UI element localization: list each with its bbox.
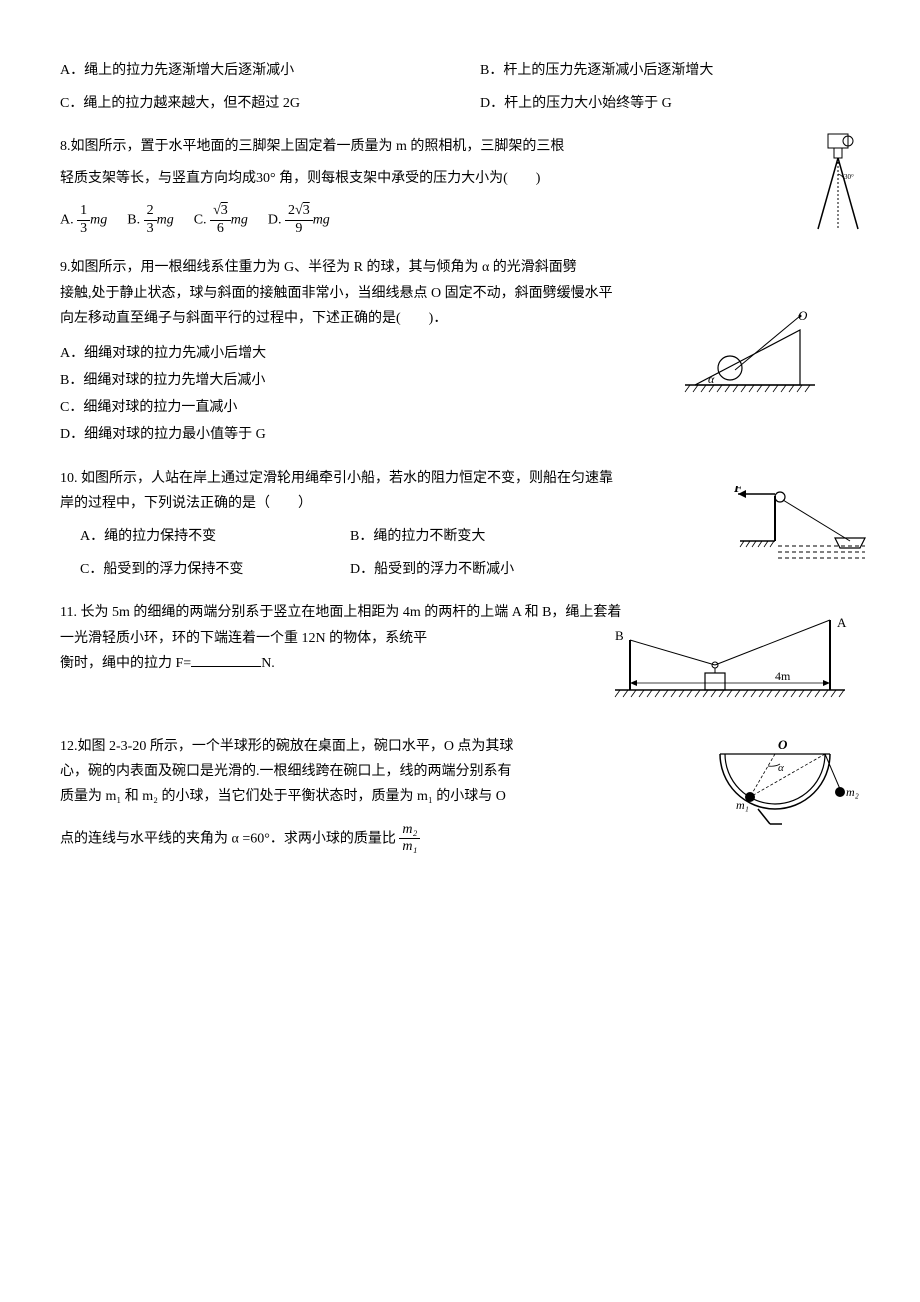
svg-text:O: O — [778, 737, 788, 752]
question-9: O α 9.如图所示，用一根细线系住重力为 G、半径为 R 的球，其与倾角为 α… — [60, 255, 860, 447]
opt-d-letter: D. — [268, 212, 282, 227]
svg-text:m₂: m₂ — [846, 785, 859, 799]
q8-option-b: B. 23mg — [127, 203, 173, 238]
options-row-1: A．绳上的拉力先逐渐增大后逐渐减小 B．杆上的压力先逐渐减小后逐渐增大 — [60, 58, 860, 83]
suf-b: mg — [157, 212, 174, 227]
tripod-figure: 30° — [800, 129, 880, 248]
suf-d: mg — [313, 212, 330, 227]
q10-option-d: D．船受到的浮力不断减小 — [350, 557, 514, 582]
svg-text:α: α — [708, 372, 715, 386]
q10-option-b: B．绳的拉力不断变大 — [350, 524, 485, 549]
svg-text:A: A — [837, 615, 847, 630]
mass-ratio-frac: m₂ m₁ — [399, 822, 420, 857]
frac-c: √36 — [210, 203, 231, 238]
q11-pre: 衡时，绳中的拉力 F= — [60, 656, 191, 671]
opt-b-letter: B. — [127, 212, 140, 227]
svg-text:4m: 4m — [775, 669, 791, 683]
q8-text-2: 轻质支架等长，与竖直方向均成30° 角，则每根支架中承受的压力大小为( ) — [60, 166, 860, 191]
question-11: B A 4m 11. 长为 5m 的细绳的两端分别系于竖立在地面上相距为 4m … — [60, 600, 860, 676]
q12-pre: 点的连线与水平线的夹角为 α =60°．求两小球的质量比 — [60, 831, 396, 846]
frac-b: 23 — [144, 203, 157, 238]
q8-text-1: 8.如图所示，置于水平地面的三脚架上固定着一质量为 m 的照相机，三脚架的三根 — [60, 134, 860, 159]
question-10: F 10. 如图所示，人站在岸上通过定滑轮用绳牵引小船，若水的阻力恒定不变，则船… — [60, 466, 860, 583]
frac-a: 13 — [77, 203, 90, 238]
svg-text:B: B — [615, 628, 624, 643]
option-d: D．杆上的压力大小始终等于 G — [480, 91, 860, 116]
two-poles-figure: B A 4m — [600, 615, 860, 724]
svg-text:α: α — [778, 762, 784, 774]
option-a: A．绳上的拉力先逐渐增大后逐渐减小 — [60, 58, 440, 83]
bowl-figure: O α m₁ m₂ — [700, 734, 860, 853]
q10-option-a: A．绳的拉力保持不变 — [80, 524, 310, 549]
option-c: C．绳上的拉力越来越大，但不超过 2G — [60, 91, 440, 116]
q8-option-c: C. √36mg — [194, 203, 248, 238]
option-b: B．杆上的压力先逐渐减小后逐渐增大 — [480, 58, 860, 83]
fill-blank — [191, 653, 261, 667]
q9-line-2: 接触,处于静止状态，球与斜面的接触面非常小，当细线悬点 O 固定不动，斜面劈缓慢… — [60, 281, 860, 306]
question-8: 30° 8.如图所示，置于水平地面的三脚架上固定着一质量为 m 的照相机，三脚架… — [60, 134, 860, 237]
svg-text:F: F — [733, 486, 743, 495]
opt-c-letter: C. — [194, 212, 207, 227]
suf-a: mg — [90, 212, 107, 227]
options-row-2: C．绳上的拉力越来越大，但不超过 2G D．杆上的压力大小始终等于 G — [60, 91, 860, 116]
svg-text:30°: 30° — [844, 173, 854, 181]
question-12: O α m₁ m₂ 12.如图 2-3-20 所示，一个半球形的碗放在桌面上，碗… — [60, 734, 860, 856]
q11-suf: N. — [261, 656, 275, 671]
frac-d: 2√39 — [285, 203, 313, 238]
q8-options: A. 13mg B. 23mg C. √36mg D. 2√39mg — [60, 203, 860, 238]
q9-line-1: 9.如图所示，用一根细线系住重力为 G、半径为 R 的球，其与倾角为 α 的光滑… — [60, 255, 860, 280]
q9-option-d: D．细绳对球的拉力最小值等于 G — [60, 422, 860, 447]
opt-a-letter: A. — [60, 212, 74, 227]
q8-option-d: D. 2√39mg — [268, 203, 330, 238]
q8-option-a: A. 13mg — [60, 203, 107, 238]
svg-text:m₁: m₁ — [736, 798, 749, 812]
question-7-options: A．绳上的拉力先逐渐增大后逐渐减小 B．杆上的压力先逐渐减小后逐渐增大 C．绳上… — [60, 58, 860, 116]
incline-figure: O α — [680, 310, 820, 414]
q10-option-c: C．船受到的浮力保持不变 — [80, 557, 310, 582]
suf-c: mg — [231, 212, 248, 227]
pulley-boat-figure: F — [730, 486, 870, 575]
